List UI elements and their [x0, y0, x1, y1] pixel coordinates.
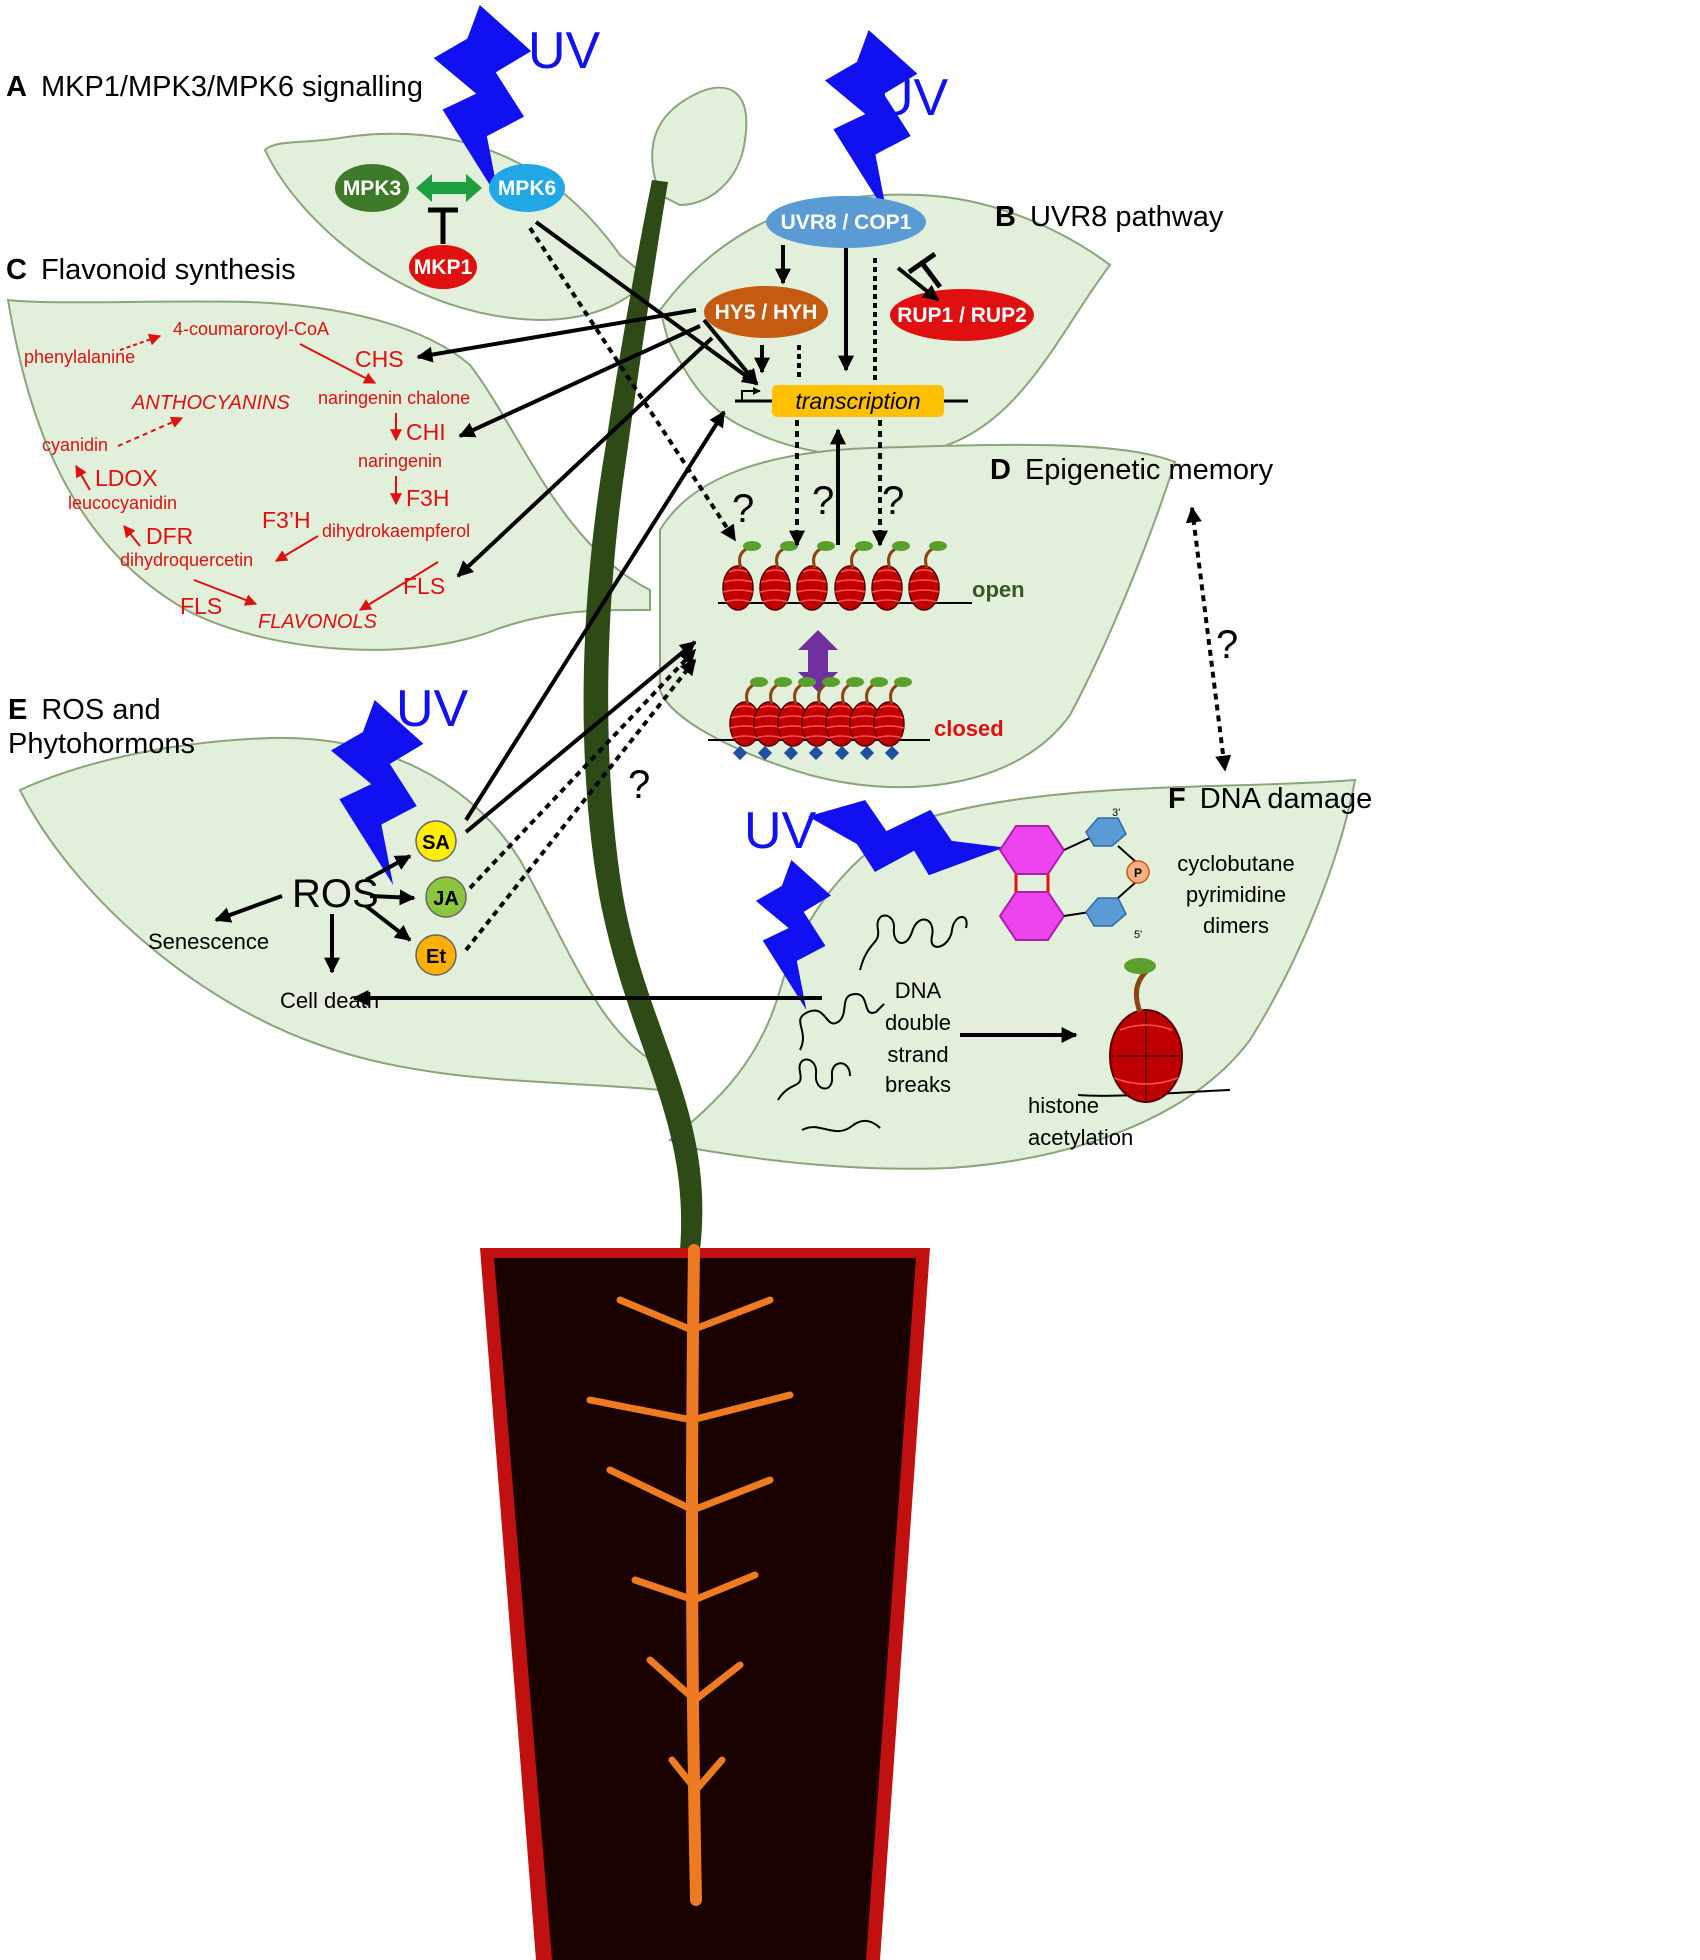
stem [583, 180, 703, 1250]
mpk3-node [335, 164, 409, 212]
mpk6-label: MPK6 [498, 177, 556, 200]
uvr8-cop1-label: UVR8 / COP1 [781, 211, 912, 234]
panel-d-chromatin: open closed ? ? ? [708, 420, 1025, 761]
acetylated-nucleosome [1077, 958, 1231, 1103]
question-mark-d3: ? [882, 479, 904, 523]
rup1-rup2-node [890, 289, 1034, 341]
leaf-c [6, 298, 651, 651]
svg-text:FLS: FLS [180, 593, 222, 619]
uv-label-f: UV [744, 802, 817, 860]
question-mark-e: ? [628, 763, 650, 807]
mkp1-inhibition [428, 207, 458, 244]
panel-title-f: F DNA damage [1168, 783, 1372, 815]
svg-text:ANTHOCYANINS: ANTHOCYANINS [131, 392, 290, 414]
et-label: Et [426, 946, 446, 968]
svg-text:5': 5' [1134, 929, 1142, 941]
panel-title-e-line2: Phytohormons [8, 728, 195, 760]
cpd-label-1: cyclobutane [1177, 851, 1294, 876]
et-node [415, 934, 457, 976]
ja-label: JA [433, 888, 459, 910]
svg-text:dihydrokaempferol: dihydrokaempferol [322, 521, 470, 541]
rup-inhibition [907, 251, 942, 289]
rup1-rup2-label: RUP1 / RUP2 [897, 304, 1027, 327]
panel-title-b: B UVR8 pathway [995, 201, 1224, 233]
question-mark-df: ? [1216, 623, 1238, 667]
mkp1-node [409, 245, 477, 289]
methylation-marks [732, 745, 900, 761]
dsb-label-3: strand [887, 1042, 948, 1067]
dsb-label-1: DNA [895, 978, 942, 1003]
cell-death-label: Cell death [280, 988, 379, 1013]
svg-text:CHS: CHS [355, 346, 404, 372]
panel-c-flavonoid: phenylalanine 4-coumaroroyl-CoA CHS nari… [24, 319, 470, 633]
ros-label: ROS [292, 872, 379, 916]
uvr8-cop1-node [766, 196, 926, 248]
open-label: open [972, 577, 1025, 602]
closed-label: closed [934, 716, 1004, 741]
svg-text:LDOX: LDOX [95, 465, 158, 491]
svg-text:P: P [1134, 866, 1142, 880]
histone-label-2: acetylation [1028, 1125, 1133, 1150]
leaf-e [18, 736, 661, 1092]
svg-text:cyanidin: cyanidin [42, 435, 108, 455]
transcription-box [772, 385, 944, 417]
mpk3-label: MPK3 [343, 177, 401, 200]
panel-title-c: C Flavonoid synthesis [6, 254, 296, 286]
svg-text:3': 3' [1112, 807, 1120, 819]
svg-text:phenylalanine: phenylalanine [24, 347, 135, 367]
dsb-label-2: double [885, 1010, 951, 1035]
leaf-a [263, 132, 650, 322]
mpk6-node [489, 164, 565, 212]
cpd-structure: P 3' 5' [998, 807, 1150, 941]
svg-text:FLAVONOLS: FLAVONOLS [258, 611, 378, 633]
svg-text:dihydroquercetin: dihydroquercetin [120, 550, 253, 570]
open-closed-double-arrow [798, 630, 838, 692]
svg-text:F3’H: F3’H [262, 507, 311, 533]
svg-text:F3H: F3H [406, 485, 449, 511]
senescence-label: Senescence [148, 929, 269, 954]
leaf-top [651, 86, 748, 207]
hy5-enzyme-arrows [416, 220, 759, 578]
roots [586, 1244, 794, 1906]
hy5-hyh-label: HY5 / HYH [715, 301, 818, 324]
panel-a-mapk: MPK3 MPK6 MKP1 [335, 164, 565, 289]
transcription-label: transcription [795, 388, 920, 414]
panel-title-a: A MKP1/MPK3/MPK6 signalling [6, 71, 423, 103]
memory-damage-link [1185, 506, 1232, 772]
mpk3-mpk6-double-arrow [416, 174, 482, 202]
question-mark-d2: ? [812, 479, 834, 523]
panel-title-d: D Epigenetic memory [990, 454, 1274, 486]
leaf-d [659, 443, 1177, 789]
svg-text:4-coumaroroyl-CoA: 4-coumaroroyl-CoA [173, 319, 329, 339]
panel-b-uvr8: UVR8 / COP1 HY5 / HYH RUP1 / RUP2 transc… [704, 196, 1034, 417]
panel-f-dna: P 3' 5' cyclobutane pyrimidine dimers DN… [777, 807, 1295, 1150]
panel-e-ros: ROS SA JA Et Senescence Cell death ? [148, 410, 822, 1013]
question-mark-d1: ? [732, 487, 754, 531]
broken-dna-strands [777, 914, 968, 1133]
pot [480, 1244, 930, 1960]
leaves [6, 86, 1357, 1170]
svg-text:leucocyanidin: leucocyanidin [68, 493, 177, 513]
cpd-label-2: pyrimidine [1186, 882, 1286, 907]
histone-label-1: histone [1028, 1093, 1099, 1118]
sa-node [415, 820, 457, 862]
cpd-label-3: dimers [1203, 913, 1269, 938]
uv-label-b: UV [876, 69, 949, 127]
panel-title-e: E ROS and [8, 694, 161, 726]
uv-label-e: UV [396, 680, 469, 738]
uv-label-a: UV [528, 22, 601, 80]
hy5-hyh-node [704, 286, 828, 338]
dsb-label-4: breaks [885, 1072, 951, 1097]
svg-text:DFR: DFR [146, 523, 193, 549]
svg-text:naringenin: naringenin [358, 451, 442, 471]
tss-arrow [741, 387, 761, 401]
sa-label: SA [422, 832, 450, 854]
svg-text:naringenin chalone: naringenin chalone [318, 388, 470, 408]
ja-node [425, 876, 467, 918]
svg-text:CHI: CHI [406, 419, 446, 445]
svg-text:FLS: FLS [403, 573, 445, 599]
mkp1-label: MKP1 [414, 256, 473, 279]
